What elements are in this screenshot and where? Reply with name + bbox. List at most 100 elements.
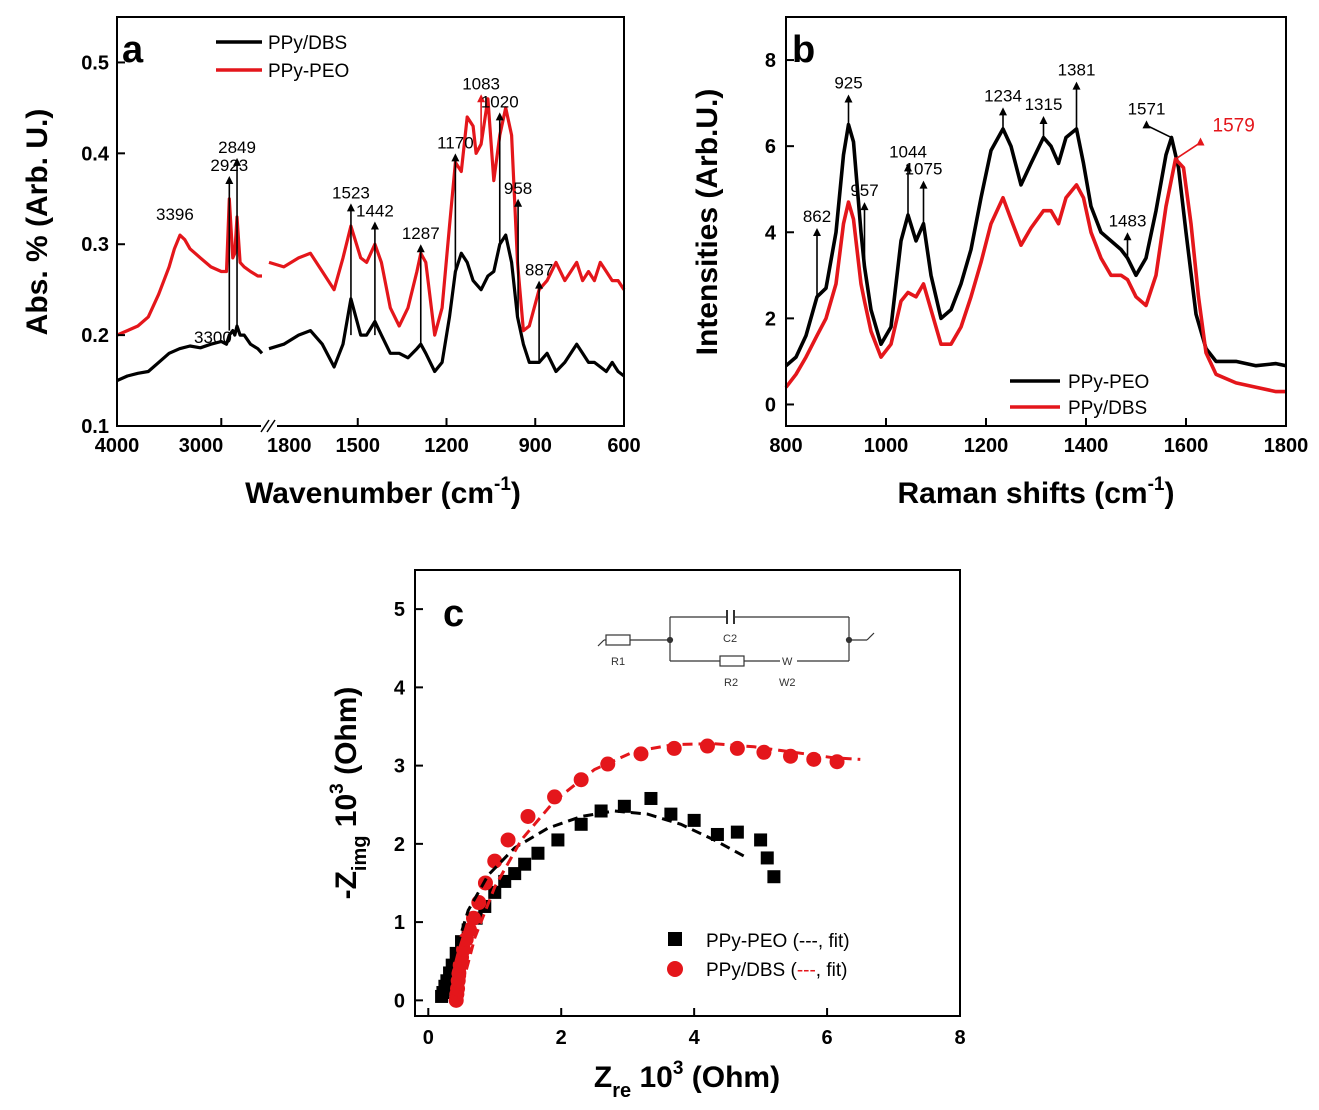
panel-b-ylabel: Intensities (Arb.U.) (691, 89, 724, 356)
y-tick-label-3: 3 (394, 756, 405, 778)
annotation-arrowhead-1579 (1196, 137, 1205, 146)
annotation-label-1234: 1234 (984, 86, 1022, 105)
x-tick-label-8: 8 (954, 1027, 965, 1049)
annotation-arrowhead-862 (813, 227, 821, 236)
circuit-label-c2: C2 (723, 633, 737, 645)
x-tick-label-1600: 1600 (1164, 435, 1209, 457)
legend-label-ppy-peo-c: PPy-PEO (---, fit) (706, 931, 850, 952)
resistor-r1 (605, 634, 631, 646)
point-ppy-peo-19 (617, 799, 631, 813)
panel-a-ticks: 4000 3000 1800 1500 1200 900 600 0.1 0.2 0.3 0.4 0.… (81, 52, 641, 457)
annotation-label-2849: 2849 (218, 138, 256, 157)
annotation-arrowhead-1483 (1123, 232, 1132, 241)
point-ppy-peo-11 (488, 885, 502, 899)
series-line-ppy-peo-seg1 (268, 97, 626, 337)
series-line-ppy-peo-seg0 (116, 197, 262, 337)
annotation-arrowhead-1083 (477, 94, 486, 103)
point-ppy-dbs-16 (547, 789, 563, 805)
point-ppy-dbs-15 (520, 808, 536, 824)
annotation-label-1523: 1523 (332, 183, 370, 202)
series-line-ppy-dbs (784, 157, 1286, 394)
annotation-arrowhead-1020 (495, 112, 504, 121)
y-tick-label-4: 4 (394, 677, 406, 699)
legend-label-ppy-dbs: PPy/DBS (268, 33, 347, 54)
circuit-label-r1: R1 (611, 656, 625, 668)
annotation-label-1083: 1083 (462, 74, 500, 93)
legend-label-ppy-dbs-c: PPy/DBS (---, fit) (706, 960, 847, 981)
point-ppy-peo-13 (508, 867, 522, 881)
series-line-ppy-dbs-seg0 (116, 324, 264, 383)
y-tick-label-6: 6 (765, 136, 776, 158)
point-ppy-dbs-21 (699, 738, 715, 754)
annotation-arrowhead-1287 (416, 244, 425, 253)
fit-line-ppy-peo (443, 809, 749, 993)
point-ppy-dbs-12 (477, 875, 493, 891)
y-tick-label-4: 4 (765, 222, 777, 244)
annotation-arrow-1579 (1175, 141, 1201, 160)
x-tick-label-1200: 1200 (424, 435, 469, 457)
y-tick-label-1: 1 (394, 912, 405, 934)
annotation-label-1287: 1287 (402, 224, 440, 243)
panel-b-frame (785, 16, 1287, 427)
point-ppy-dbs-19 (633, 746, 649, 762)
annotation-label-1170: 1170 (437, 133, 474, 152)
x-tick-label-1800: 1800 (267, 435, 312, 457)
y-tick-label-0.3: 0.3 (81, 234, 109, 256)
panel-c-xlabel: Zre 103 (Ohm) (594, 1058, 780, 1102)
x-tick-label-1800: 1800 (1264, 435, 1309, 457)
annotation-label-1020: 1020 (481, 92, 519, 111)
annotation-label-958: 958 (504, 179, 532, 198)
panel-c-ylabel: -Zimg 103 (Ohm) (327, 687, 371, 900)
series-line-ppy-dbs-seg1 (268, 233, 625, 378)
point-ppy-peo-27 (767, 870, 781, 884)
panel-a-legend: PPy/DBS PPy-PEO (216, 33, 349, 82)
y-tick-label-2: 2 (394, 834, 405, 856)
circuit-label-r2: R2 (724, 677, 738, 689)
annotation-label-887: 887 (525, 261, 553, 280)
annotation-label-1442: 1442 (356, 202, 394, 221)
point-ppy-peo-22 (687, 813, 701, 827)
panel-a-series (116, 97, 626, 383)
panel-a-xlabel: Wavenumber (cm-1) (245, 474, 521, 510)
legend-marker-circle (667, 961, 683, 977)
circuit-label-w: W (782, 656, 793, 668)
point-ppy-dbs-10 (465, 910, 481, 926)
panel-b-xlabel: Raman shifts (cm-1) (898, 474, 1175, 510)
y-tick-label-0.2: 0.2 (81, 325, 109, 347)
annotation-label-862: 862 (803, 207, 831, 226)
x-tick-label-1400: 1400 (1064, 435, 1109, 457)
panel-c-frame (414, 569, 961, 1017)
point-ppy-peo-26 (760, 851, 774, 865)
y-tick-label-0: 0 (765, 394, 776, 416)
resistor-r2 (719, 655, 745, 667)
x-tick-label-6: 6 (822, 1027, 833, 1049)
x-tick-label-2: 2 (556, 1027, 567, 1049)
panel-c-legend: PPy-PEO (---, fit) PPy/DBS (---, fit) (667, 931, 850, 981)
x-tick-label-600: 600 (607, 435, 640, 457)
panel-c-letter: c (443, 593, 464, 635)
annotation-arrowhead-2923 (225, 176, 234, 185)
point-ppy-peo-14 (518, 857, 532, 871)
y-tick-label-8: 8 (765, 50, 776, 72)
x-tick-label-0: 0 (423, 1027, 434, 1049)
y-tick-label-0.5: 0.5 (81, 52, 109, 74)
x-tick-label-900: 900 (519, 435, 552, 457)
panel-c-series (435, 738, 861, 1008)
x-tick-label-4: 4 (689, 1027, 701, 1049)
legend-label-ppy-peo-b: PPy-PEO (1068, 372, 1149, 393)
panel-b-legend: PPy-PEO PPy/DBS (1010, 372, 1149, 419)
panel-a-letter: a (122, 29, 144, 71)
point-ppy-dbs-22 (729, 740, 745, 756)
point-ppy-peo-16 (551, 833, 565, 847)
annotation-label-1579: 1579 (1213, 116, 1255, 137)
annotation-arrowhead-958 (514, 198, 523, 207)
point-ppy-dbs-11 (471, 895, 487, 911)
annotation-arrowhead-1170 (451, 153, 460, 162)
annotation-arrow-1571 (1146, 124, 1172, 139)
annotation-label-3300: 3300 (194, 328, 232, 347)
annotation-label-2923: 2923 (210, 156, 248, 175)
equivalent-circuit-diagram (597, 610, 875, 667)
